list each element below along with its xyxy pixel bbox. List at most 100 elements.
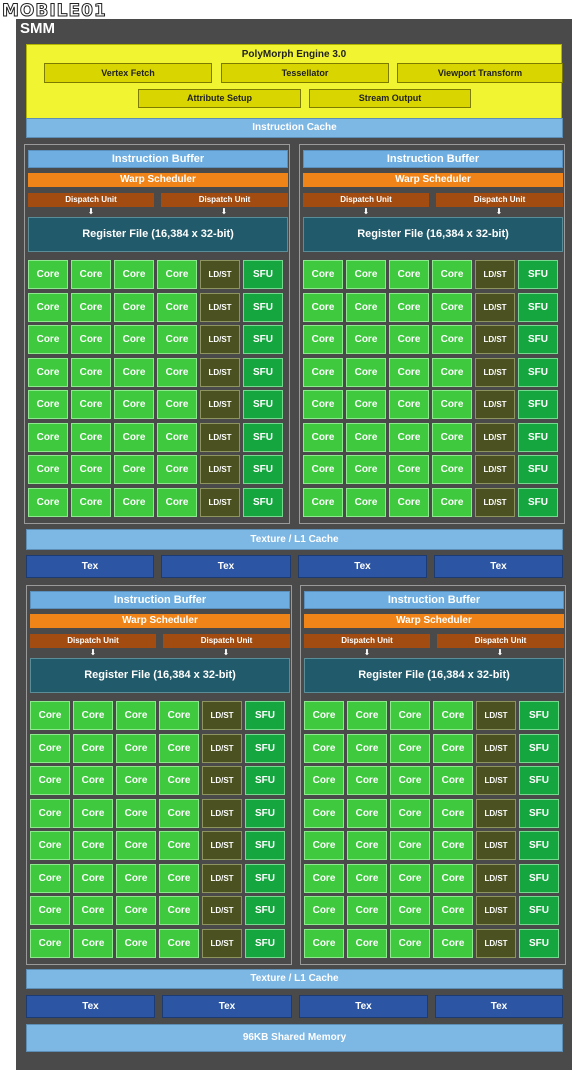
core-unit: Core [73, 896, 113, 925]
core-unit: Core [28, 357, 68, 387]
ldst-unit: LD/ST [475, 357, 515, 387]
ldst-unit: LD/ST [202, 896, 242, 925]
ldst-unit: LD/ST [475, 455, 515, 484]
ldst-unit: LD/ST [476, 896, 516, 925]
tessellator-block: Tessellator [221, 63, 389, 83]
core-unit: Core [157, 487, 197, 517]
sfu-unit: SFU [245, 798, 285, 828]
core-unit: Core [159, 701, 199, 730]
texture-l1-cache-bottom: Texture / L1 Cache [26, 969, 563, 989]
core-unit: Core [116, 701, 156, 730]
core-unit: Core [114, 422, 154, 452]
core-unit: Core [432, 455, 472, 484]
core-unit: Core [304, 798, 344, 828]
core-unit: Core [390, 831, 430, 860]
ldst-unit: LD/ST [200, 455, 240, 484]
stream-output-block: Stream Output [309, 89, 471, 108]
sfu-unit: SFU [518, 422, 558, 452]
core-unit: Core [433, 896, 473, 925]
register-file: Register File (16,384 x 32-bit) [30, 658, 290, 693]
core-unit: Core [346, 487, 386, 517]
core-unit: Core [30, 798, 70, 828]
sfu-unit: SFU [518, 390, 558, 419]
ldst-unit: LD/ST [475, 325, 515, 354]
core-unit: Core [347, 928, 387, 958]
core-unit: Core [28, 260, 68, 289]
dispatch-arrow-icon: ⬇ [495, 207, 503, 216]
sfu-unit: SFU [243, 260, 283, 289]
core-unit: Core [390, 798, 430, 828]
core-unit: Core [432, 390, 472, 419]
instruction-buffer: Instruction Buffer [304, 591, 564, 609]
sfu-unit: SFU [519, 928, 559, 958]
core-unit: Core [303, 292, 343, 322]
sfu-unit: SFU [243, 487, 283, 517]
core-unit: Core [433, 766, 473, 795]
core-unit: Core [433, 863, 473, 893]
core-unit: Core [30, 831, 70, 860]
core-unit: Core [28, 325, 68, 354]
core-unit: Core [116, 831, 156, 860]
core-unit: Core [432, 357, 472, 387]
sfu-unit: SFU [243, 422, 283, 452]
core-unit: Core [389, 422, 429, 452]
dispatch-unit: Dispatch Unit [436, 193, 563, 207]
core-unit: Core [28, 422, 68, 452]
core-unit: Core [114, 260, 154, 289]
core-unit: Core [303, 325, 343, 354]
sfu-unit: SFU [518, 357, 558, 387]
processing-block-bl: Instruction Buffer Warp Scheduler Dispatch… [26, 585, 292, 965]
core-unit: Core [73, 733, 113, 763]
ldst-unit: LD/ST [200, 487, 240, 517]
dispatch-unit: Dispatch Unit [28, 193, 154, 207]
core-unit: Core [389, 487, 429, 517]
core-unit: Core [390, 733, 430, 763]
core-unit: Core [116, 863, 156, 893]
sfu-unit: SFU [243, 325, 283, 354]
core-unit: Core [390, 928, 430, 958]
core-unit: Core [159, 928, 199, 958]
core-unit: Core [389, 357, 429, 387]
core-unit: Core [390, 766, 430, 795]
ldst-unit: LD/ST [200, 292, 240, 322]
ldst-unit: LD/ST [202, 733, 242, 763]
core-unit: Core [114, 357, 154, 387]
ldst-unit: LD/ST [475, 390, 515, 419]
core-unit: Core [303, 422, 343, 452]
core-unit: Core [303, 390, 343, 419]
texture-l1-cache-top: Texture / L1 Cache [26, 529, 563, 550]
sfu-unit: SFU [245, 863, 285, 893]
tex-unit: Tex [26, 995, 155, 1018]
processing-block-tl: Instruction Buffer Warp Scheduler Dispatch… [24, 144, 290, 524]
ldst-unit: LD/ST [202, 928, 242, 958]
sfu-unit: SFU [243, 357, 283, 387]
core-unit: Core [71, 487, 111, 517]
core-unit: Core [73, 831, 113, 860]
core-unit: Core [157, 357, 197, 387]
ldst-unit: LD/ST [202, 701, 242, 730]
viewport-transform-block: Viewport Transform [397, 63, 563, 83]
core-unit: Core [28, 292, 68, 322]
sfu-unit: SFU [245, 766, 285, 795]
ldst-unit: LD/ST [202, 863, 242, 893]
core-unit: Core [71, 260, 111, 289]
core-unit: Core [157, 325, 197, 354]
attribute-setup-block: Attribute Setup [138, 89, 301, 108]
core-unit: Core [390, 701, 430, 730]
core-unit: Core [159, 863, 199, 893]
core-unit: Core [347, 896, 387, 925]
sfu-unit: SFU [518, 487, 558, 517]
core-unit: Core [114, 292, 154, 322]
ldst-unit: LD/ST [202, 798, 242, 828]
core-unit: Core [433, 928, 473, 958]
core-unit: Core [30, 863, 70, 893]
warp-scheduler: Warp Scheduler [304, 614, 564, 628]
core-unit: Core [159, 733, 199, 763]
instruction-cache: Instruction Cache [26, 118, 563, 138]
register-file: Register File (16,384 x 32-bit) [28, 217, 288, 252]
dispatch-arrow-icon: ⬇ [362, 207, 370, 216]
warp-scheduler: Warp Scheduler [28, 173, 288, 187]
processing-block-br: Instruction Buffer Warp Scheduler Dispatch… [300, 585, 566, 965]
vertex-fetch-block: Vertex Fetch [44, 63, 212, 83]
core-unit: Core [303, 487, 343, 517]
